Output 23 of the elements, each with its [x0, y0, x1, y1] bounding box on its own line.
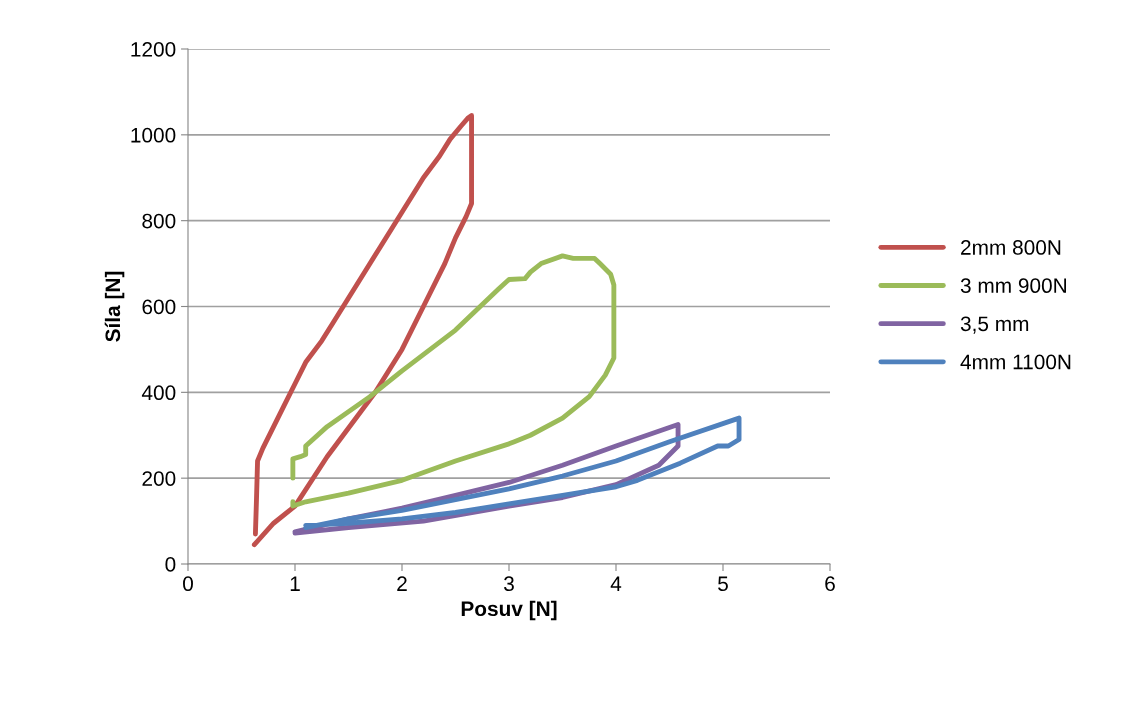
legend-label: 3,5 mm	[960, 316, 1029, 334]
legend-label: 4mm 1100N	[960, 354, 1071, 370]
y-tick-label: 800	[142, 213, 176, 229]
x-tick-label: 5	[718, 576, 728, 592]
y-tick-label: 1000	[131, 127, 176, 143]
legend-label: 3 mm 900N	[960, 278, 1066, 294]
line-series	[251, 113, 474, 548]
x-tick-label: 3	[504, 576, 514, 592]
x-axis-title: Posuv [N]	[461, 600, 557, 621]
x-tick-label: 4	[610, 576, 622, 591]
x-tick-label: 1	[290, 576, 300, 591]
y-tick-label: 200	[142, 471, 176, 486]
x-tick-label: 6	[825, 576, 835, 592]
legend-label: 2mm 800N	[961, 240, 1061, 255]
y-tick-label: 400	[141, 385, 176, 401]
y-tick-label: 1200	[131, 42, 176, 57]
y-tick-label: 600	[142, 299, 176, 315]
line-series	[303, 415, 742, 530]
line-series	[290, 253, 617, 509]
y-axis-title: Síla [N]	[104, 271, 125, 342]
x-tick-label: 0	[183, 576, 193, 592]
y-tick-label: 0	[165, 557, 176, 572]
x-tick-label: 2	[397, 576, 407, 591]
